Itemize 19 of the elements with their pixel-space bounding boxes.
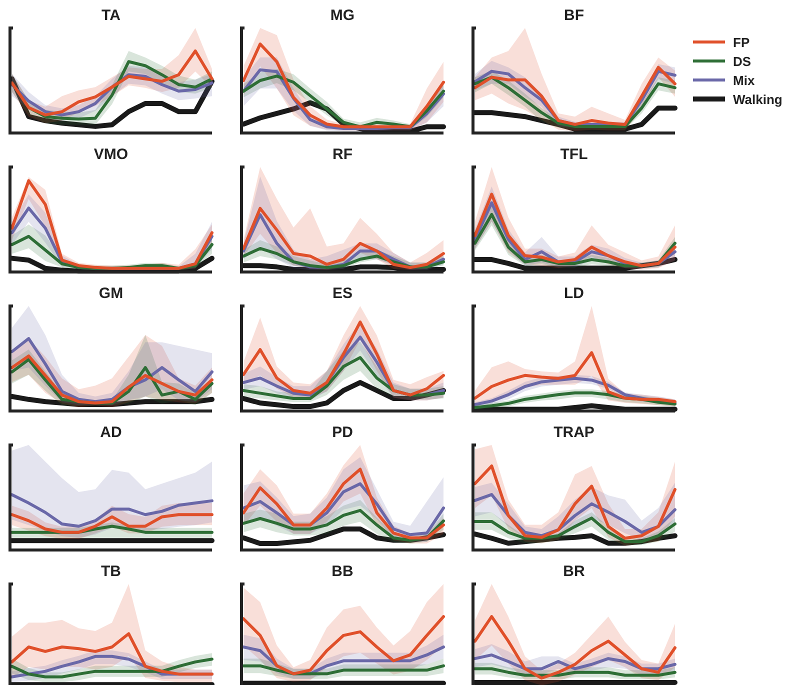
- chart-title: TFL: [560, 146, 588, 163]
- chart-title: BR: [563, 563, 585, 580]
- chart-title: PD: [332, 424, 354, 441]
- chart-title: TB: [101, 563, 122, 580]
- legend-label: DS: [733, 54, 752, 69]
- chart-title: AD: [100, 424, 122, 441]
- chart-title: LD: [564, 285, 584, 302]
- chart-title: VMO: [94, 146, 128, 163]
- chart-title: GM: [98, 285, 124, 302]
- chart-title: ES: [332, 285, 353, 302]
- legend-label: Walking: [733, 92, 782, 107]
- legend-label: FP: [733, 35, 750, 50]
- chart-title: BF: [564, 7, 584, 24]
- chart-title: TA: [102, 7, 121, 24]
- chart-title: RF: [332, 146, 352, 163]
- chart-title: BB: [332, 563, 354, 580]
- legend-label: Mix: [733, 73, 756, 88]
- chart-title: TRAP: [554, 424, 594, 441]
- chart-title: MG: [330, 7, 355, 24]
